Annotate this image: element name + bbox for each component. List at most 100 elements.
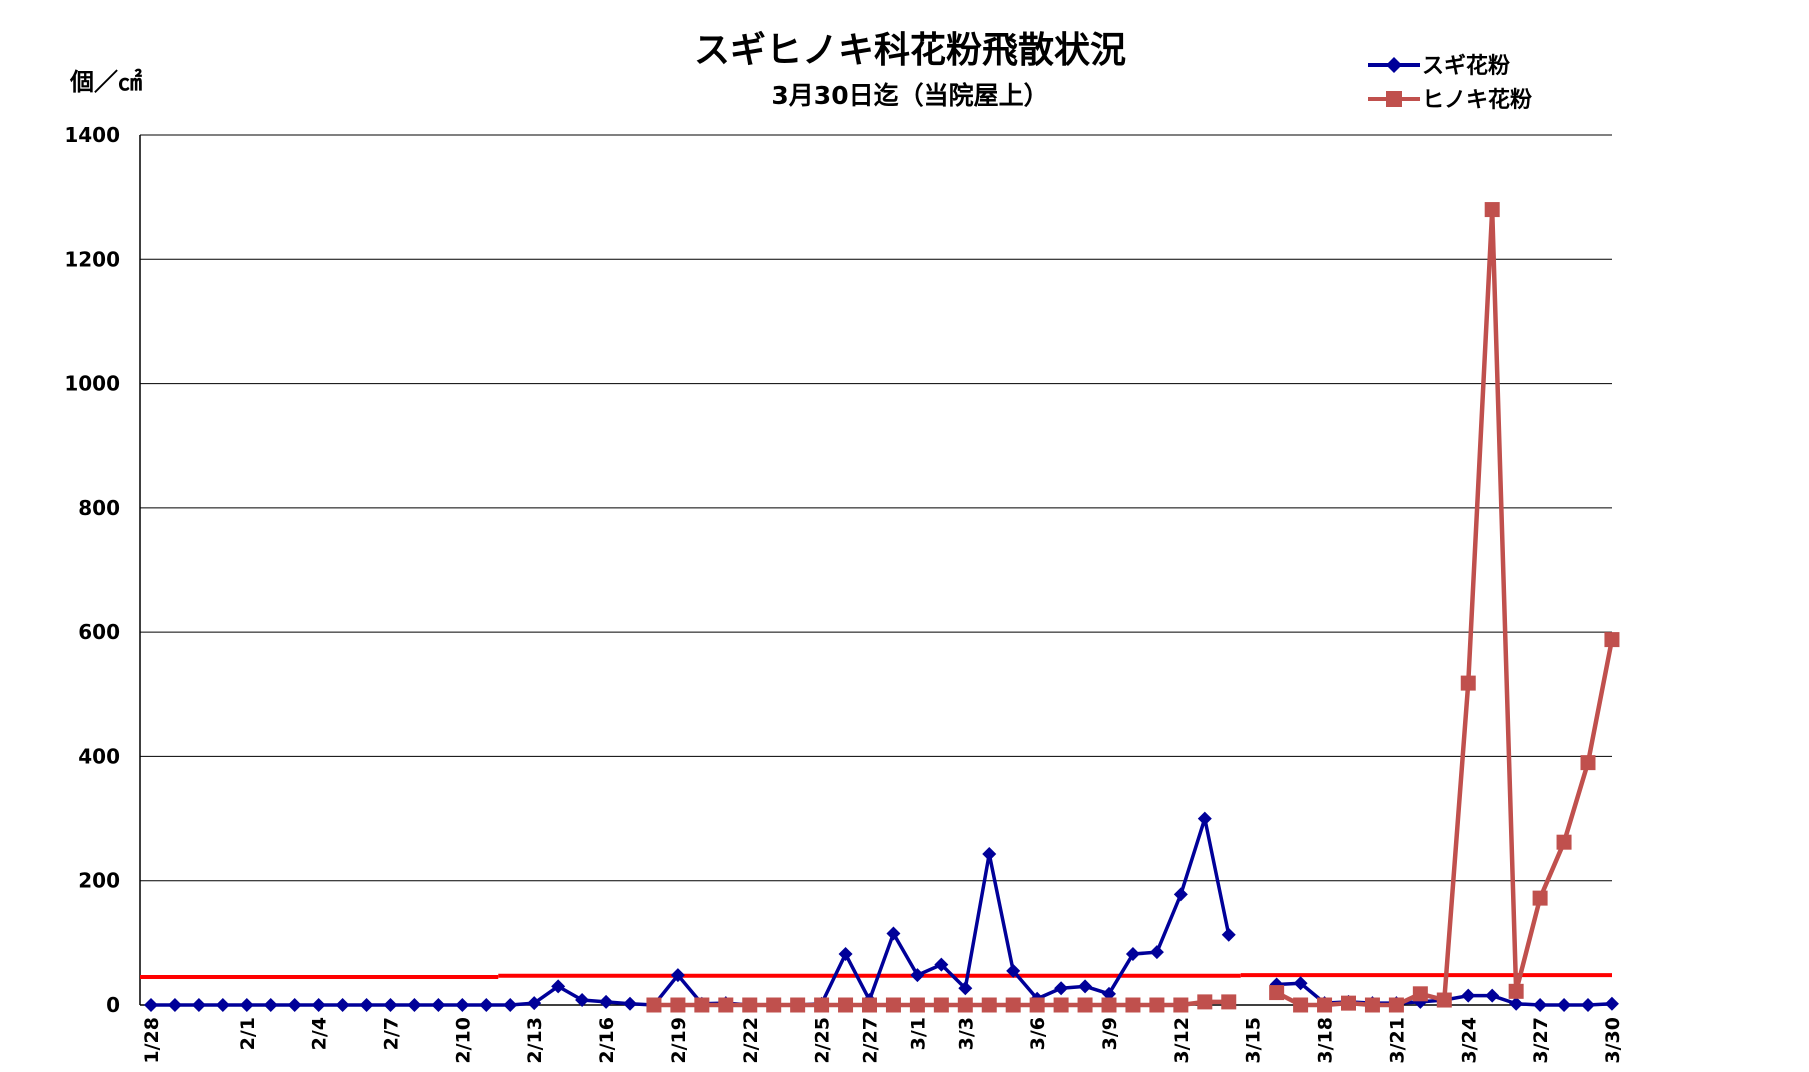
data-point — [1054, 981, 1069, 996]
data-point — [599, 994, 614, 1009]
data-point — [1293, 997, 1309, 1013]
data-point — [1581, 998, 1595, 1012]
data-point — [766, 997, 782, 1013]
x-tick-label: 3/30 — [1602, 1017, 1624, 1064]
x-tick-label: 2/16 — [596, 1017, 618, 1064]
y-tick-label: 400 — [78, 744, 120, 768]
data-point — [191, 998, 206, 1012]
data-point — [239, 998, 254, 1012]
data-point — [287, 998, 302, 1012]
data-point — [263, 998, 278, 1012]
data-point — [407, 998, 422, 1012]
data-point — [1221, 927, 1236, 942]
data-point — [1005, 997, 1021, 1013]
data-point — [933, 997, 949, 1013]
data-point — [910, 968, 925, 983]
data-point — [1173, 887, 1188, 902]
data-point — [1412, 986, 1428, 1002]
data-point — [1101, 997, 1117, 1013]
data-point — [575, 993, 590, 1008]
legend-item-sugi: スギ花粉 — [1368, 53, 1510, 79]
data-point — [957, 997, 973, 1013]
y-tick-label: 600 — [78, 620, 120, 644]
legend: スギ花粉 ヒノキ花粉 — [1368, 53, 1532, 113]
data-point — [383, 998, 398, 1012]
data-point — [167, 998, 182, 1012]
data-point — [1293, 976, 1308, 991]
y-tick-label: 1400 — [64, 123, 120, 147]
x-tick-label: 3/27 — [1530, 1017, 1552, 1064]
data-point — [1006, 963, 1021, 978]
data-point — [1509, 996, 1524, 1011]
y-tick-label: 0 — [106, 993, 120, 1017]
series-group — [144, 202, 1620, 1013]
data-point — [909, 997, 925, 1013]
data-point — [958, 981, 973, 996]
data-point — [623, 996, 637, 1011]
data-point — [1364, 997, 1380, 1013]
data-point — [1317, 997, 1333, 1013]
data-point — [1460, 675, 1476, 691]
y-tick-label: 800 — [78, 496, 120, 520]
data-point — [694, 997, 710, 1013]
data-point — [335, 998, 350, 1012]
data-point — [1197, 994, 1213, 1010]
data-point — [1125, 947, 1140, 962]
x-tick-label: 2/22 — [740, 1017, 762, 1064]
x-tick-label: 3/21 — [1386, 1017, 1408, 1064]
data-point — [1078, 979, 1093, 994]
data-point — [742, 997, 758, 1013]
x-tick-label: 2/4 — [309, 1017, 331, 1050]
chart-title: スギヒノキ科花粉飛散状況 — [694, 30, 1126, 71]
data-point — [886, 926, 901, 941]
data-point — [1221, 994, 1237, 1010]
x-tick-label: 3/1 — [907, 1017, 929, 1050]
data-point — [1532, 890, 1548, 906]
x-tick-label: 1/28 — [141, 1017, 163, 1064]
data-point — [311, 998, 326, 1012]
data-point — [1077, 997, 1093, 1013]
x-tick-label: 2/10 — [452, 1017, 474, 1064]
x-tick-label: 2/7 — [381, 1017, 403, 1050]
data-point — [1102, 986, 1116, 1001]
data-point — [814, 997, 830, 1013]
x-tick-label: 3/6 — [1027, 1017, 1049, 1050]
data-point — [1436, 992, 1452, 1008]
y-axis-ticks: 0 200 400 600 800 1000 1200 1400 — [64, 123, 120, 1017]
data-point — [1556, 834, 1572, 850]
x-tick-label: 2/19 — [668, 1017, 690, 1064]
x-tick-label: 3/15 — [1243, 1017, 1265, 1064]
data-point — [1388, 997, 1404, 1013]
legend-label-sugi: スギ花粉 — [1422, 53, 1510, 79]
data-point — [1341, 995, 1356, 1011]
data-point — [1173, 997, 1189, 1013]
x-tick-label: 3/12 — [1171, 1017, 1193, 1064]
data-point — [1149, 997, 1165, 1013]
data-point — [646, 997, 662, 1013]
data-point — [838, 947, 853, 962]
data-point — [670, 968, 685, 983]
data-point — [431, 998, 446, 1012]
data-point — [215, 998, 230, 1012]
legend-item-hinoki: ヒノキ花粉 — [1368, 87, 1532, 113]
data-point — [982, 846, 997, 861]
data-point — [885, 997, 901, 1013]
data-point — [1029, 997, 1045, 1013]
y-tick-label: 1000 — [64, 372, 120, 396]
x-axis-ticks: 1/28 2/1 2/4 2/7 2/10 2/13 2/16 2/19 2/22 2/25 2/2… — [141, 1017, 1624, 1064]
x-tick-label: 2/1 — [237, 1017, 259, 1050]
data-point — [1557, 998, 1572, 1012]
data-point — [359, 998, 374, 1012]
data-point — [670, 997, 686, 1013]
data-point — [1125, 997, 1141, 1013]
data-point — [455, 998, 470, 1012]
data-point — [1197, 811, 1212, 826]
data-point — [144, 998, 158, 1012]
data-point — [1269, 985, 1285, 1001]
data-point — [1604, 632, 1620, 648]
data-point — [1484, 202, 1500, 218]
legend-square-marker — [1386, 91, 1402, 107]
data-point — [1508, 983, 1524, 999]
